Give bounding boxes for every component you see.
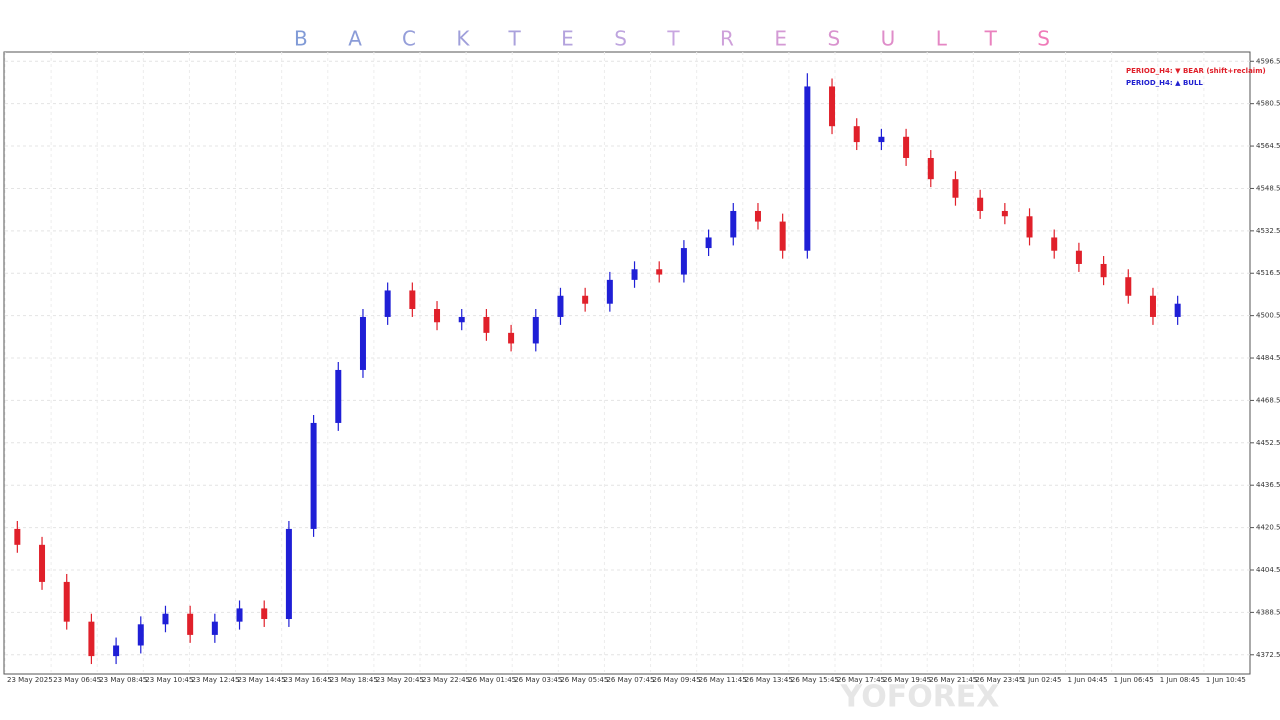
x-tick-label: 26 May 17:45 <box>837 676 885 684</box>
candle-body <box>137 624 144 646</box>
x-tick-label: 1 Jun 02:45 <box>1021 676 1061 684</box>
y-tick-label: 4500.50 <box>1256 312 1280 320</box>
candle-body <box>829 86 836 127</box>
y-tick-label: 4388.50 <box>1256 608 1280 616</box>
candle-body <box>878 136 885 143</box>
plot-frame <box>3 51 1251 675</box>
y-tick-label: 4580.50 <box>1256 100 1280 108</box>
candle-body <box>1100 263 1107 278</box>
candle-body <box>1149 295 1156 317</box>
x-tick-label: 26 May 05:45 <box>560 676 608 684</box>
candle-body <box>656 269 663 275</box>
y-tick-label: 4484.50 <box>1256 354 1280 362</box>
y-tick-label: 4564.50 <box>1256 142 1280 150</box>
candle-body <box>1075 250 1082 264</box>
candle-body <box>903 136 910 158</box>
candle-body <box>434 309 441 323</box>
y-tick-label: 4436.50 <box>1256 481 1280 489</box>
candle-body <box>1174 303 1181 317</box>
candle-body <box>162 613 169 625</box>
candle-body <box>14 528 21 545</box>
x-tick-label: 1 Jun 06:45 <box>1114 676 1154 684</box>
candle-body <box>261 608 268 620</box>
candle-body <box>508 332 515 344</box>
candle-body <box>804 86 811 251</box>
x-tick-label: 1 Jun 04:45 <box>1068 676 1108 684</box>
x-tick-label: 26 May 19:45 <box>883 676 931 684</box>
candle-body <box>927 157 934 180</box>
candle-body <box>39 544 46 582</box>
candle-body <box>211 621 218 635</box>
x-tick-label: 23 May 18:45 <box>330 676 378 684</box>
y-tick-label: 4404.50 <box>1256 566 1280 574</box>
x-tick-label: 1 Jun 08:45 <box>1160 676 1200 684</box>
x-tick-label: 1 Jun 10:45 <box>1206 676 1246 684</box>
x-tick-label: 23 May 10:45 <box>145 676 193 684</box>
x-tick-label: 23 May 08:45 <box>99 676 147 684</box>
x-tick-label: 23 May 12:45 <box>191 676 239 684</box>
candle-body <box>310 422 317 529</box>
candle-body <box>631 269 638 280</box>
candle-body <box>853 126 860 143</box>
y-tick-label: 4532.50 <box>1256 227 1280 235</box>
candle-body <box>384 290 391 317</box>
candle-body <box>458 316 465 323</box>
candle-body <box>113 645 120 657</box>
candle-body <box>88 621 95 657</box>
candle-body <box>236 608 243 622</box>
x-tick-label: 26 May 21:45 <box>929 676 977 684</box>
candle-body <box>680 248 687 275</box>
x-tick-label: 26 May 13:45 <box>745 676 793 684</box>
candle-body <box>483 316 490 333</box>
chart-title: BACKTESTRESULTS <box>294 27 1050 51</box>
candle-body <box>1051 237 1058 251</box>
y-tick-label: 4596.50 <box>1256 57 1280 65</box>
x-tick-label: 23 May 20:45 <box>376 676 424 684</box>
x-tick-label: 26 May 15:45 <box>791 676 839 684</box>
candle-body <box>409 290 416 310</box>
candle-body <box>606 279 613 304</box>
candle-body <box>187 613 194 635</box>
y-tick-label: 4468.50 <box>1256 396 1280 404</box>
x-tick-label: 23 May 2025 <box>7 676 53 684</box>
x-tick-label: 23 May 06:45 <box>53 676 101 684</box>
candle-body <box>779 221 786 251</box>
watermark: YOFOREX <box>840 680 1000 715</box>
y-tick-label: 4372.50 <box>1256 651 1280 659</box>
y-tick-label: 4548.50 <box>1256 184 1280 192</box>
candle-body <box>977 197 984 211</box>
x-tick-label: 26 May 01:45 <box>468 676 516 684</box>
candle-body <box>730 210 737 238</box>
x-tick-label: 23 May 16:45 <box>284 676 332 684</box>
candle-body <box>754 210 761 222</box>
y-tick-label: 4516.50 <box>1256 269 1280 277</box>
candle-body <box>63 581 70 622</box>
candle-body <box>582 295 589 304</box>
candle-body <box>557 295 564 317</box>
candle-body <box>1001 210 1008 217</box>
x-tick-label: 26 May 11:45 <box>699 676 747 684</box>
candle-body <box>532 316 539 344</box>
x-tick-label: 26 May 07:45 <box>606 676 654 684</box>
x-tick-label: 26 May 09:45 <box>653 676 701 684</box>
y-tick-label: 4452.50 <box>1256 439 1280 447</box>
candle-body <box>1125 277 1132 296</box>
candle-body <box>705 237 712 249</box>
y-tick-label: 4420.50 <box>1256 524 1280 532</box>
candle-body <box>359 316 366 370</box>
x-tick-label: 23 May 14:45 <box>238 676 286 684</box>
candle-body <box>285 528 292 620</box>
x-tick-label: 26 May 03:45 <box>514 676 562 684</box>
candle-body <box>335 369 342 423</box>
legend-entry: PERIOD_H4: ▲ BULL <box>1126 79 1203 87</box>
candle-body <box>952 179 959 198</box>
x-tick-label: 26 May 23:45 <box>975 676 1023 684</box>
legend-entry: PERIOD_H4: ▼ BEAR (shift+reclaim) <box>1126 67 1266 75</box>
x-tick-label: 23 May 22:45 <box>422 676 470 684</box>
candle-body <box>1026 216 1033 238</box>
